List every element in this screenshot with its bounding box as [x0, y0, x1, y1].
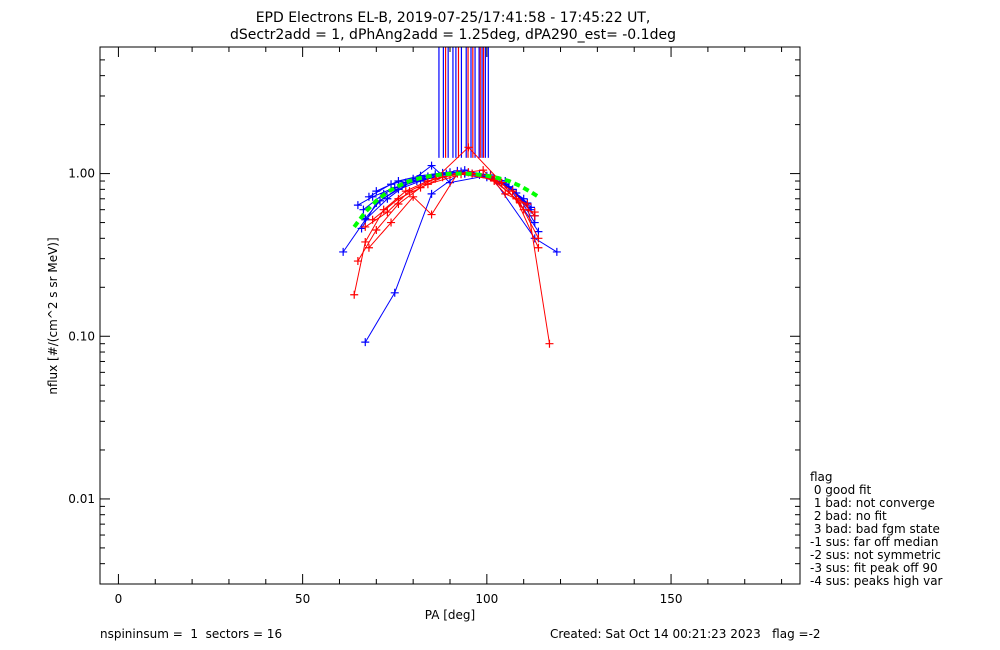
- x-tick-label: 0: [115, 592, 123, 606]
- y-tick-label: 1.00: [68, 167, 95, 181]
- data-point: [501, 189, 510, 198]
- data-point: [464, 143, 473, 152]
- legend-item: 0 good fit: [810, 483, 872, 497]
- chart-title-line2: dSectr2add = 1, dPhAng2add = 1.25deg, dP…: [230, 27, 676, 43]
- axes-ticks: 0 50 100 150 0.01 0.10 1.00: [68, 46, 800, 606]
- data-point: [390, 288, 399, 297]
- data-point: [530, 208, 539, 217]
- y-tick-label: 0.01: [68, 492, 95, 506]
- data-point: [361, 222, 370, 231]
- data-point: [427, 189, 436, 198]
- data-point: [394, 194, 403, 203]
- data-point: [350, 290, 359, 299]
- legend-item: -2 sus: not symmetric: [810, 548, 941, 562]
- data-point: [534, 234, 543, 243]
- legend: flag 0 good fit 1 bad: not converge 2 ba…: [810, 470, 943, 588]
- series-line: [368, 169, 550, 344]
- data-point: [534, 243, 543, 252]
- y-axis-label: nflux [#/(cm^2 s sr MeV)]: [46, 237, 60, 394]
- data-point: [497, 178, 506, 187]
- x-tick-label: 150: [660, 592, 683, 606]
- data-point: [372, 226, 381, 235]
- data-point: [519, 194, 528, 203]
- series-line: [372, 173, 539, 239]
- data-point: [545, 339, 554, 348]
- data-point: [372, 187, 381, 196]
- data-point: [361, 237, 370, 246]
- data-point: [516, 198, 524, 207]
- legend-item: -4 sus: peaks high var: [810, 574, 943, 588]
- data-point: [361, 338, 370, 347]
- data-point: [479, 166, 488, 175]
- data-point: [353, 201, 362, 210]
- data-point: [552, 247, 561, 256]
- data-point: [427, 161, 436, 170]
- data-point: [339, 247, 348, 256]
- footer-left: nspininsum = 1 sectors = 16: [100, 627, 282, 641]
- data-point: [523, 200, 532, 209]
- legend-item: 2 bad: no fit: [810, 509, 887, 523]
- legend-item: -1 sus: far off median: [810, 535, 938, 549]
- data-point: [361, 215, 370, 224]
- x-tick-label: 100: [475, 592, 498, 606]
- data-point: [394, 177, 403, 186]
- data-point: [534, 227, 543, 236]
- data-point: [364, 192, 373, 201]
- data-point: [383, 208, 392, 217]
- legend-item: -3 sus: fit peak off 90: [810, 561, 938, 575]
- fit-curve: [352, 171, 540, 229]
- plot-frame: [99, 46, 801, 585]
- x-axis-label: PA [deg]: [425, 608, 475, 622]
- data-point: [383, 194, 392, 203]
- chart-title-line1: EPD Electrons EL-B, 2019-07-25/17:41:58 …: [256, 10, 651, 26]
- data-point: [368, 215, 377, 224]
- data-point: [353, 257, 362, 266]
- data-marks: [339, 47, 561, 348]
- data-point: [508, 187, 517, 196]
- data-point: [427, 210, 436, 219]
- data-point: [423, 180, 432, 189]
- data-point: [364, 243, 373, 252]
- y-tick-label: 0.10: [68, 329, 95, 343]
- legend-title: flag: [810, 470, 833, 484]
- legend-item: 1 bad: not converge: [810, 496, 935, 510]
- x-tick-label: 50: [295, 592, 310, 606]
- footer-right: Created: Sat Oct 14 00:21:23 2023 flag =…: [550, 627, 821, 641]
- legend-item: 3 bad: bad fgm state: [810, 522, 940, 536]
- data-point: [431, 174, 440, 183]
- data-point: [409, 192, 418, 201]
- data-point: [387, 218, 396, 227]
